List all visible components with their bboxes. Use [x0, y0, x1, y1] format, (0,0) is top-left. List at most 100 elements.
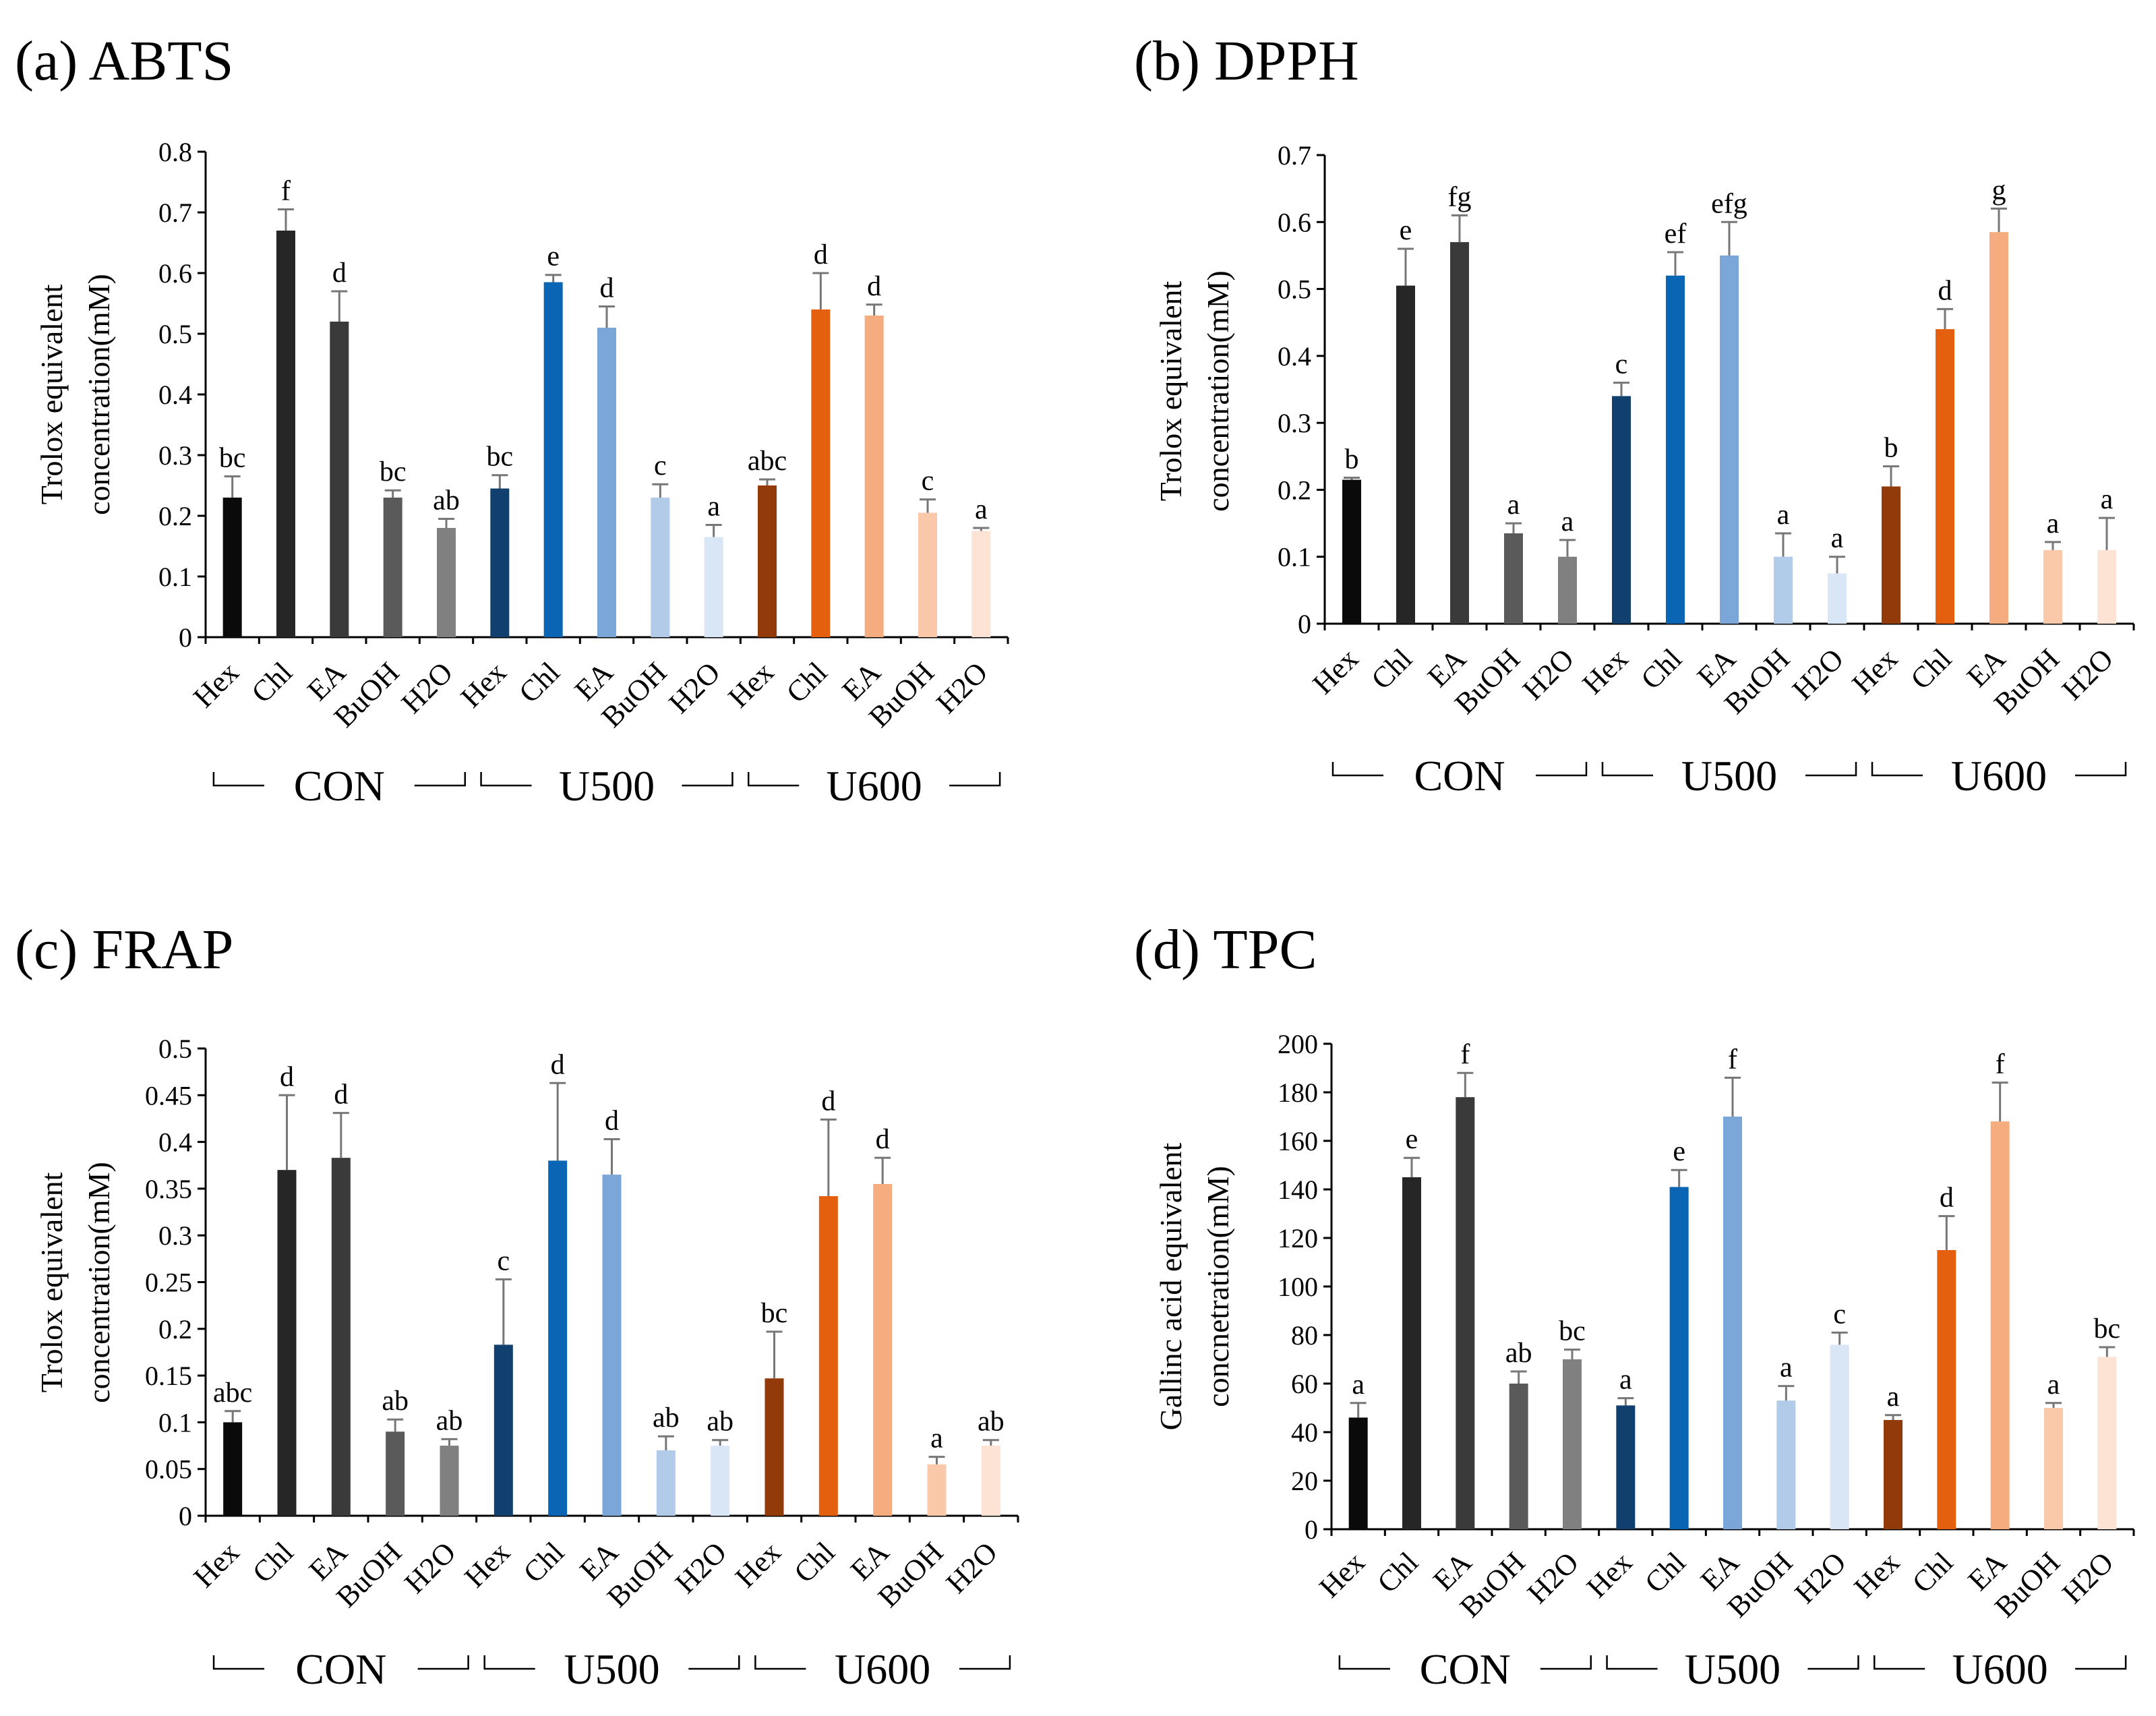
- significance-letter: c: [1615, 349, 1628, 380]
- y-tick-label: 0.4: [158, 380, 192, 410]
- bar-hex: [1882, 486, 1900, 624]
- y-tick-label: 0.45: [145, 1080, 192, 1111]
- bar-ea: [602, 1175, 622, 1516]
- group-bracket-left: [754, 1655, 806, 1670]
- group-bracket-left: [1338, 1655, 1390, 1670]
- group-bracket-right: [682, 772, 733, 787]
- bar-h2o: [1563, 1359, 1582, 1529]
- panel-frap: (c) FRAP Trolox equivalent concentration(…: [15, 918, 1019, 1693]
- significance-letter: e: [1406, 1124, 1418, 1155]
- group-label-u500: U500: [559, 762, 655, 810]
- significance-letter: f: [281, 176, 291, 207]
- significance-letter: a: [1507, 490, 1520, 521]
- significance-letter: bc: [487, 442, 514, 473]
- bar-ea: [597, 328, 616, 637]
- group-bracket-left: [1871, 762, 1923, 777]
- significance-letter: a: [2101, 484, 2114, 515]
- group-label-con: CON: [295, 1645, 386, 1693]
- bar-hex: [222, 498, 242, 637]
- significance-letter: ab: [436, 1405, 463, 1436]
- bar-chl: [1666, 275, 1685, 624]
- y-axis-label-line1: Trolox equivalent: [1154, 280, 1188, 501]
- significance-letter: fg: [1448, 181, 1472, 212]
- y-tick-label: 180: [1278, 1077, 1318, 1108]
- significance-letter: g: [1992, 175, 2006, 206]
- y-tick-label: 0: [179, 622, 192, 653]
- bar-hex: [1884, 1420, 1903, 1529]
- bar-hex: [490, 488, 510, 637]
- significance-letter: ab: [382, 1386, 409, 1417]
- y-tick-label: 40: [1291, 1417, 1318, 1448]
- significance-letter: d: [605, 1105, 619, 1136]
- bar-buoh: [2043, 550, 2062, 624]
- bar-hex: [1616, 1405, 1636, 1529]
- bar-hex: [758, 485, 777, 637]
- significance-letter: ab: [978, 1407, 1005, 1438]
- y-tick-label: 0.2: [158, 1314, 192, 1344]
- bar-chl: [1396, 285, 1415, 624]
- significance-letter: a: [2047, 508, 2060, 539]
- significance-letter: c: [1833, 1299, 1846, 1330]
- significance-letter: d: [332, 258, 347, 289]
- significance-letter: d: [1938, 275, 1952, 306]
- y-tick-label: 0: [1305, 1514, 1318, 1545]
- y-tick-label: 0.5: [158, 1034, 192, 1064]
- significance-letter: a: [2047, 1369, 2060, 1400]
- bar-ea: [1720, 255, 1739, 624]
- bar-chl: [543, 282, 563, 637]
- y-tick-label: 0.7: [1278, 140, 1311, 171]
- bar-h2o: [971, 531, 991, 637]
- significance-letter: a: [1561, 506, 1574, 537]
- significance-letter: e: [1673, 1136, 1685, 1167]
- significance-letter: a: [1831, 523, 1844, 554]
- bar-chl: [276, 231, 295, 637]
- bar-h2o: [981, 1446, 1000, 1516]
- group-bracket-right: [2075, 762, 2127, 777]
- bar-buoh: [1509, 1384, 1528, 1529]
- significance-letter: ab: [653, 1402, 680, 1433]
- bar-h2o: [2097, 550, 2116, 624]
- significance-letter: f: [1996, 1049, 2005, 1080]
- group-bracket-right: [1540, 1655, 1592, 1670]
- significance-letter: f: [1460, 1039, 1470, 1070]
- significance-letter: a: [1887, 1382, 1900, 1413]
- significance-letter: ab: [707, 1407, 733, 1438]
- y-axis-label-line2: concentration(mM): [1201, 270, 1235, 512]
- significance-letter: a: [1352, 1369, 1365, 1400]
- y-tick-label: 160: [1278, 1126, 1318, 1156]
- y-tick-label: 0.25: [145, 1268, 192, 1298]
- bar-ea: [330, 322, 349, 637]
- y-tick-label: 0: [1298, 609, 1311, 639]
- bar-h2o: [440, 1446, 459, 1516]
- group-label-con: CON: [1414, 752, 1505, 800]
- bar-h2o: [1558, 556, 1577, 624]
- bar-h2o: [704, 537, 723, 637]
- group-bracket-right: [959, 1655, 1011, 1670]
- bar-hex: [223, 1422, 243, 1516]
- group-label-u500: U500: [564, 1645, 659, 1693]
- bar-ea: [864, 316, 884, 637]
- significance-letter: d: [551, 1049, 565, 1080]
- significance-letter: a: [707, 492, 720, 523]
- significance-letter: a: [1777, 500, 1790, 531]
- y-tick-label: 0.2: [158, 501, 192, 531]
- y-axis-label-line2: concentration(mM): [82, 274, 116, 515]
- bar-buoh: [918, 512, 937, 637]
- group-bracket-left: [483, 1655, 535, 1670]
- bar-buoh: [656, 1450, 676, 1516]
- y-tick-label: 0.15: [145, 1361, 192, 1391]
- significance-letter: abc: [748, 446, 787, 477]
- group-bracket-right: [1536, 762, 1588, 777]
- panel-abts: (a) ABTS Trolox equivalent concentration(…: [15, 30, 1009, 810]
- significance-letter: d: [1940, 1183, 1954, 1214]
- panel-title: (b) DPPH: [1134, 30, 1359, 92]
- significance-letter: b: [1884, 433, 1898, 464]
- panel-title: (d) TPC: [1134, 918, 1317, 981]
- bar-h2o: [1830, 1344, 1849, 1529]
- y-tick-label: 0.05: [145, 1454, 192, 1485]
- significance-letter: ef: [1665, 218, 1687, 249]
- bar-ea: [1723, 1117, 1742, 1529]
- significance-letter: b: [1345, 444, 1359, 475]
- y-tick-label: 60: [1291, 1369, 1318, 1399]
